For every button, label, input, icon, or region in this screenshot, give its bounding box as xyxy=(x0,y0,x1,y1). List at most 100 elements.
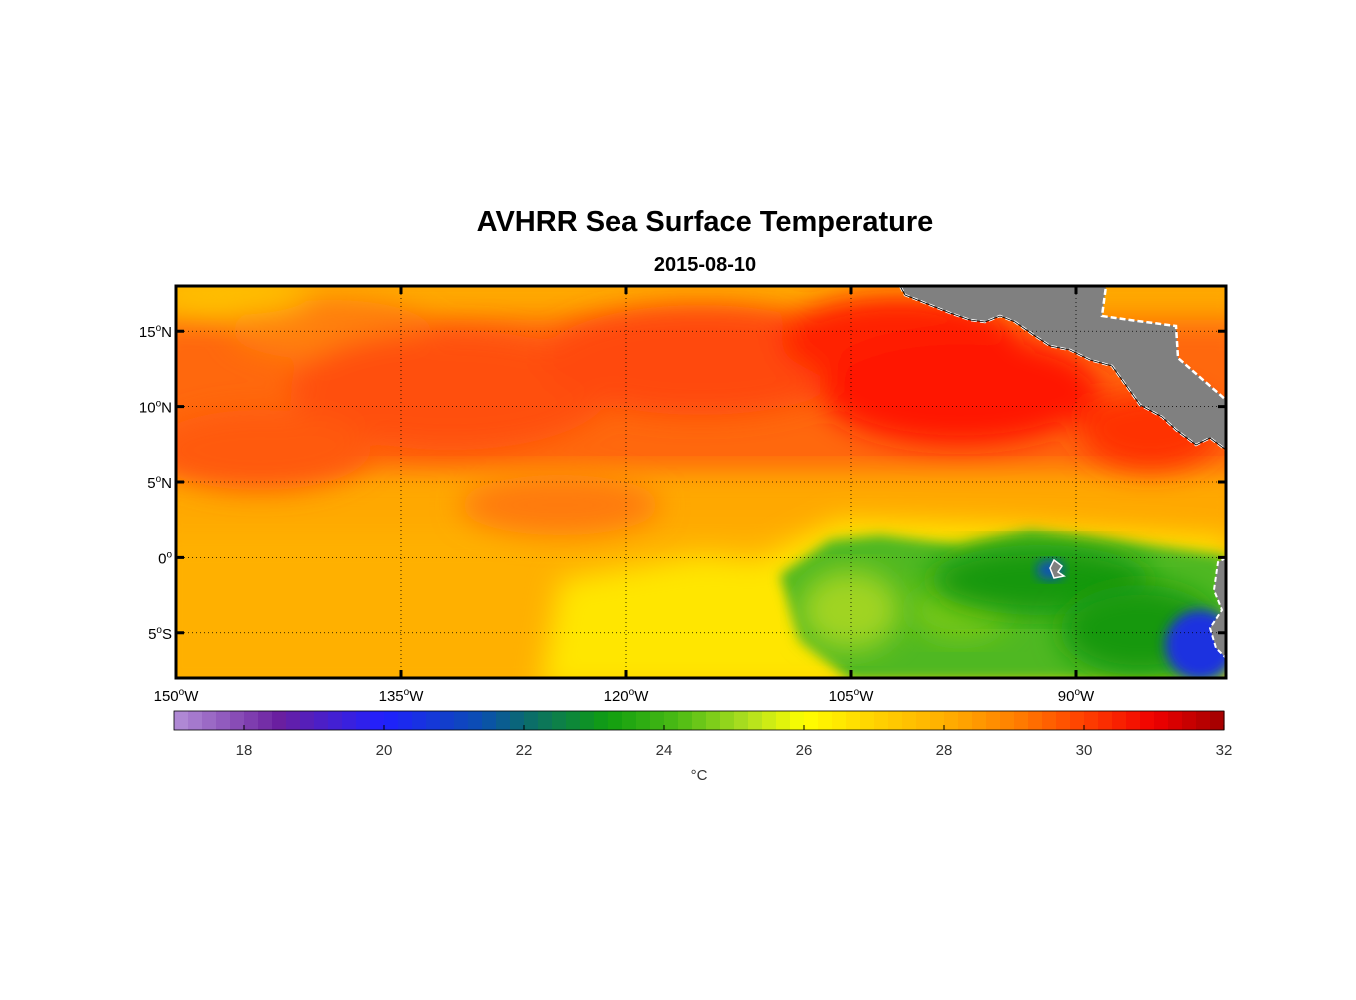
colorbar-cell xyxy=(902,711,917,730)
map-frame xyxy=(174,284,1228,680)
lon-label: 90oW xyxy=(1058,687,1095,705)
colorbar-cell xyxy=(1140,711,1155,730)
colorbar-cell xyxy=(230,711,245,730)
lon-label: 105oW xyxy=(829,687,875,705)
colorbar-cell xyxy=(580,711,595,730)
colorbar-cell xyxy=(468,711,483,730)
colorbar-cell xyxy=(790,711,805,730)
colorbar-cell xyxy=(342,711,357,730)
map-subtitle: 2015-08-10 xyxy=(653,254,757,276)
longitude-labels: 150oW 135oW 120oW 105oW 90oW xyxy=(154,687,1095,705)
colorbar-cell xyxy=(1210,711,1225,730)
colorbar-cell xyxy=(720,711,735,730)
colorbar-cell xyxy=(398,711,413,730)
galapagos-land xyxy=(1049,558,1066,579)
colorbar-cell xyxy=(258,711,273,730)
colorbar-cell xyxy=(1126,711,1141,730)
colorbar-cell xyxy=(538,711,553,730)
colorbar-cell xyxy=(678,711,693,730)
colorbar-cell xyxy=(412,711,427,730)
colorbar-cell xyxy=(1112,711,1127,730)
colorbar-ticks: 18 20 22 24 26 28 30 32 xyxy=(236,725,1233,759)
colorbar-cell xyxy=(692,711,707,730)
colorbar-cell xyxy=(860,711,875,730)
lat-label: 0o xyxy=(158,549,172,567)
colorbar-cell xyxy=(1028,711,1043,730)
lon-label: 120oW xyxy=(604,687,650,705)
colorbar-cell xyxy=(174,711,189,730)
colorbar-cell xyxy=(1084,711,1099,730)
colorbar-cell xyxy=(706,711,721,730)
lat-label: 5oS xyxy=(148,625,172,643)
colorbar-cell xyxy=(202,711,217,730)
colorbar-cell xyxy=(370,711,385,730)
colorbar-cell xyxy=(622,711,637,730)
colorbar-cell xyxy=(776,711,791,730)
lat-label: 15oN xyxy=(139,323,172,341)
colorbar-cell xyxy=(272,711,287,730)
colorbar-cell xyxy=(314,711,329,730)
latitude-labels: 15oN 10oN 5oN 0o 5oS xyxy=(139,323,173,643)
colorbar-unit-label: °C xyxy=(691,767,708,784)
colorbar-cell xyxy=(636,711,651,730)
colorbar-cell xyxy=(426,711,441,730)
colorbar-tick-label: 20 xyxy=(376,742,393,759)
colorbar-cell xyxy=(734,711,749,730)
sst-field xyxy=(176,286,1226,678)
colorbar-cell xyxy=(986,711,1001,730)
colorbar-cell xyxy=(944,711,959,730)
colorbar-tick-label: 22 xyxy=(516,742,533,759)
colorbar-cell xyxy=(356,711,371,730)
colorbar-cell xyxy=(804,711,819,730)
colorbar-cell xyxy=(874,711,889,730)
colorbar-cell xyxy=(1000,711,1015,730)
colorbar-tick-label: 18 xyxy=(236,742,253,759)
lon-label: 135oW xyxy=(379,687,425,705)
central-america-coast xyxy=(899,286,1226,451)
colorbar-cell xyxy=(566,711,581,730)
colorbar-frame xyxy=(173,710,1225,731)
colorbar-cell xyxy=(1014,711,1029,730)
colorbar-cell xyxy=(524,711,539,730)
colorbar-cell xyxy=(930,711,945,730)
colorbar xyxy=(174,711,1225,730)
colorbar-cell xyxy=(188,711,203,730)
colorbar-cell xyxy=(1098,711,1113,730)
colorbar-cell xyxy=(1196,711,1211,730)
colorbar-cell xyxy=(1056,711,1071,730)
colorbar-cell xyxy=(594,711,609,730)
colorbar-tick-label: 32 xyxy=(1216,742,1233,759)
colorbar-cell xyxy=(1154,711,1169,730)
colorbar-cell xyxy=(818,711,833,730)
colorbar-cell xyxy=(552,711,567,730)
colorbar-cell xyxy=(1168,711,1183,730)
colorbar-tick-label: 28 xyxy=(936,742,953,759)
lon-label: 150oW xyxy=(154,687,200,705)
colorbar-cell xyxy=(650,711,665,730)
colorbar-cell xyxy=(972,711,987,730)
colorbar-cell xyxy=(328,711,343,730)
colorbar-cell xyxy=(846,711,861,730)
colorbar-cell xyxy=(482,711,497,730)
colorbar-cell xyxy=(286,711,301,730)
colorbar-cell xyxy=(440,711,455,730)
colorbar-cell xyxy=(748,711,763,730)
colorbar-cell xyxy=(510,711,525,730)
colorbar-tick-label: 24 xyxy=(656,742,673,759)
map-title: AVHRR Sea Surface Temperature xyxy=(476,206,934,238)
colorbar-tick-label: 30 xyxy=(1076,742,1093,759)
colorbar-cell xyxy=(244,711,259,730)
sst-cold-tongue xyxy=(542,520,1226,678)
colorbar-cell xyxy=(384,711,399,730)
lat-label: 5oN xyxy=(147,474,172,492)
colorbar-cell xyxy=(454,711,469,730)
colorbar-cell xyxy=(958,711,973,730)
colorbar-cell xyxy=(608,711,623,730)
colorbar-cell xyxy=(1070,711,1085,730)
colorbar-cell xyxy=(1182,711,1197,730)
colorbar-cell xyxy=(832,711,847,730)
colorbar-tick-label: 26 xyxy=(796,742,813,759)
colorbar-cell xyxy=(762,711,777,730)
colorbar-cell xyxy=(664,711,679,730)
